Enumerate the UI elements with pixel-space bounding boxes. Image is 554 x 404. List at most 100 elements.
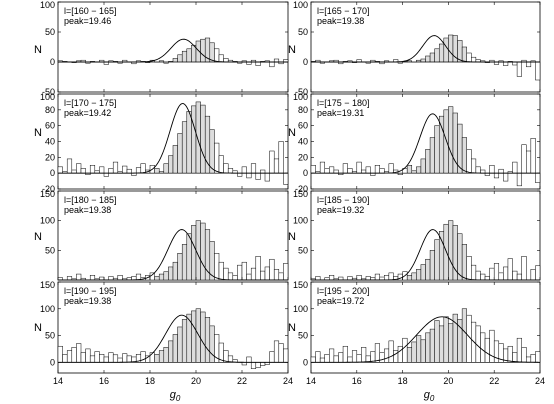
y-tick-label: 0 — [303, 357, 308, 367]
histogram-bar — [181, 121, 188, 174]
histogram-bar — [278, 343, 284, 363]
histogram-bar — [140, 163, 146, 174]
histogram-bar — [416, 269, 422, 281]
histogram-bar — [319, 357, 325, 363]
histogram-bar — [264, 172, 270, 182]
y-tick-label: 80 — [298, 105, 308, 115]
panel-6: 50 100 150 l=[185 − 190]peak=19.32 — [293, 189, 541, 281]
histogram-bar — [250, 163, 257, 174]
fit-curve — [58, 229, 288, 281]
histogram-bar — [438, 325, 445, 363]
histogram-bar — [89, 165, 96, 174]
histogram-bar — [195, 101, 201, 174]
y-axis-label: N — [288, 322, 296, 334]
fit-curve — [58, 314, 288, 363]
histogram-bar — [351, 350, 358, 363]
histogram-bar — [512, 352, 518, 363]
histogram-bar — [342, 345, 348, 363]
histogram-bar — [324, 354, 330, 363]
histogram-bar — [361, 169, 367, 174]
x-tick-label: 22 — [489, 376, 499, 386]
histogram-bar — [278, 272, 284, 281]
histogram-bar — [310, 165, 316, 174]
histogram-bar — [434, 239, 440, 281]
fit-curve — [311, 113, 540, 174]
histogram-bar — [374, 165, 380, 174]
histogram-bar — [484, 276, 490, 281]
histogram-bar — [329, 348, 335, 363]
histogram-bar — [388, 163, 394, 174]
y-tick-label: 0 — [50, 57, 55, 67]
histogram-bar — [200, 222, 206, 281]
histogram-bar — [126, 355, 132, 363]
histogram-bar — [223, 267, 229, 281]
histogram-bar — [181, 50, 188, 63]
histogram-bar — [448, 34, 454, 63]
y-tick-label: 60 — [298, 121, 308, 131]
histogram-bar — [315, 351, 321, 363]
histogram-bar — [200, 38, 206, 63]
histogram-bar — [329, 275, 335, 281]
histogram-bar — [66, 276, 73, 281]
histogram-bar — [246, 273, 252, 281]
histogram-bar — [530, 138, 536, 174]
histogram-bar — [461, 244, 467, 281]
histogram-bar — [521, 347, 527, 363]
histogram-bar — [108, 352, 114, 363]
histogram-bar — [246, 356, 252, 363]
histogram-bar — [374, 343, 380, 363]
histogram-bar — [89, 355, 96, 363]
histogram-bar — [108, 168, 114, 174]
histogram-bar — [466, 256, 472, 281]
histogram-bar — [315, 276, 321, 281]
histogram-bar — [461, 308, 467, 363]
peak-annotation: peak=19.38 — [317, 16, 364, 26]
histogram-bar — [507, 345, 513, 363]
histogram-bar — [526, 61, 532, 68]
histogram-bar — [195, 220, 201, 281]
y-tick-label: 0 — [303, 168, 308, 178]
histogram-bar — [347, 276, 353, 281]
range-annotation: l=[185 − 190] — [317, 195, 370, 205]
y-tick-label: 100 — [40, 216, 55, 226]
y-tick-label: 80 — [45, 105, 55, 115]
x-tick-label: 24 — [535, 376, 545, 386]
histogram-bar — [411, 170, 417, 174]
range-annotation: l=[165 − 170] — [317, 6, 370, 16]
y-tick-label: 20 — [298, 152, 308, 162]
x-tick-label: 14 — [306, 376, 316, 386]
x-tick-label: 24 — [283, 376, 293, 386]
histogram-bar — [117, 275, 123, 281]
peak-annotation: peak=19.42 — [64, 108, 111, 118]
histogram-bar — [310, 356, 316, 363]
histogram-bar — [117, 357, 123, 363]
histogram-bar — [338, 352, 344, 363]
histogram-bar — [250, 267, 257, 281]
y-axis-label: N — [34, 44, 42, 56]
histogram-bar — [448, 220, 454, 281]
x-tick-label: 20 — [443, 376, 453, 386]
y-tick-label: 150 — [293, 280, 308, 290]
histogram-bar — [126, 168, 132, 174]
histogram-bar — [411, 341, 417, 363]
histogram-bar — [186, 111, 192, 174]
histogram-bar — [535, 172, 541, 183]
histogram-bar — [365, 166, 371, 174]
y-tick-label: 100 — [40, 304, 55, 314]
histogram-bar — [324, 168, 330, 174]
histogram-bar — [329, 166, 335, 174]
histogram-bar — [278, 141, 284, 174]
histogram-bar — [57, 166, 63, 174]
histogram-bar — [365, 276, 371, 281]
histogram-bar — [163, 163, 169, 174]
histogram-bar — [493, 172, 500, 179]
y-tick-label: 100 — [40, 92, 55, 102]
y-axis-label: N — [34, 127, 42, 139]
y-tick-label: 40 — [45, 137, 55, 147]
y-tick-label: 100 — [40, 0, 55, 10]
histogram-bar — [498, 272, 504, 281]
histogram-bar — [416, 335, 422, 363]
histogram-bar — [402, 337, 408, 363]
histogram-bar — [425, 55, 431, 63]
histogram-bar — [260, 169, 266, 174]
